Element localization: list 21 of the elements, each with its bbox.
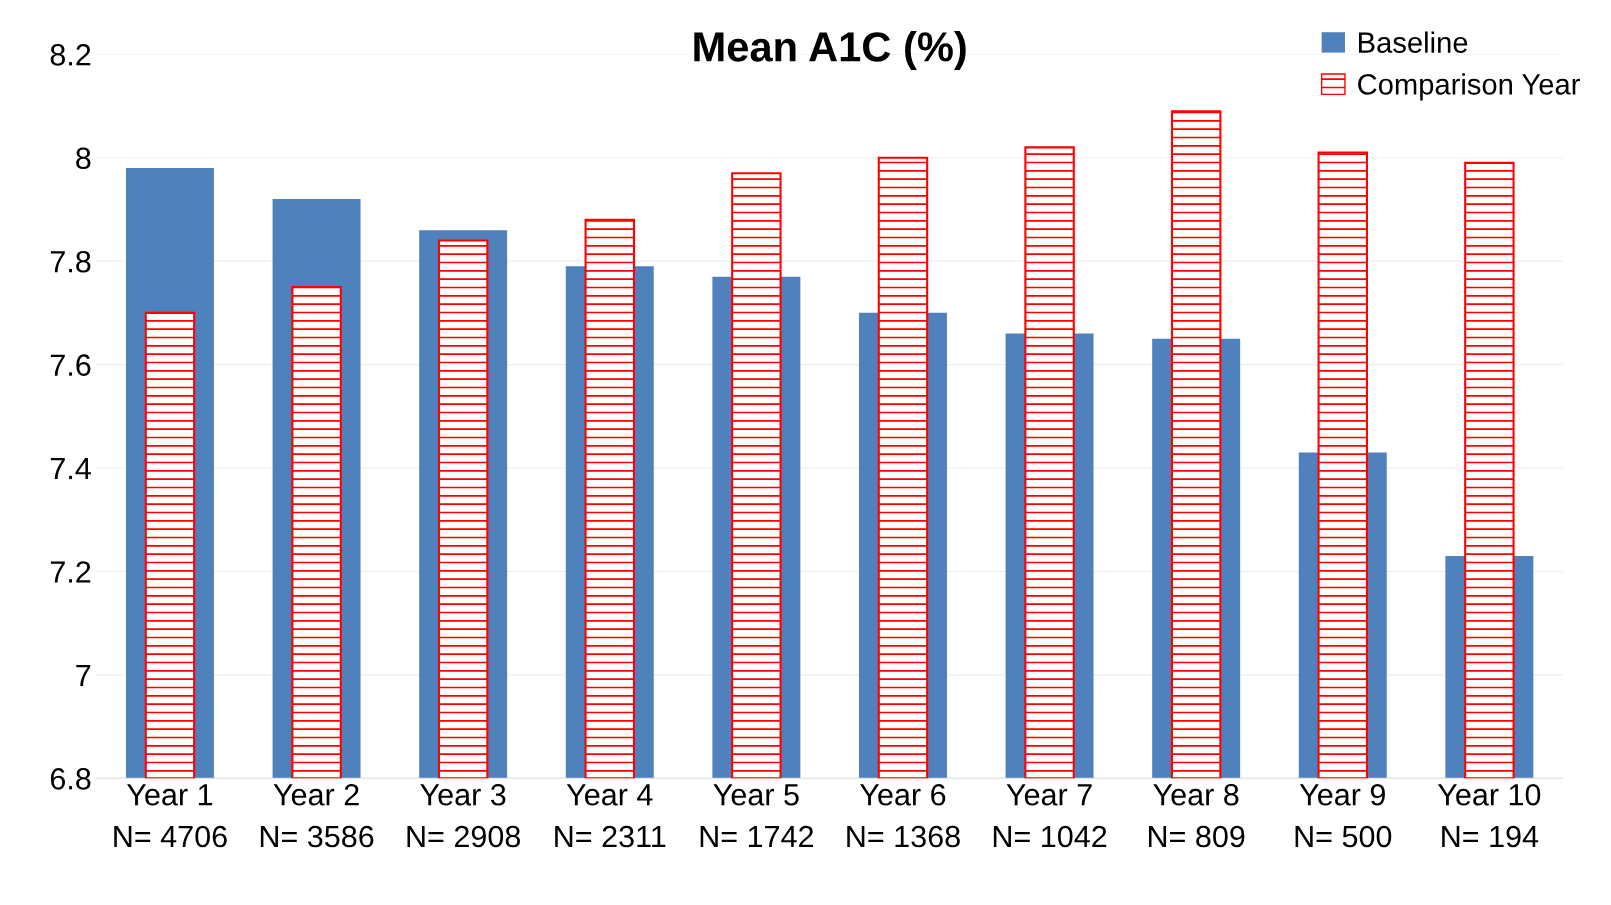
x-tick-label: Year 6 N= 1368 xyxy=(847,783,960,848)
y-tick-label: 8.2 xyxy=(50,44,91,66)
x-tick-label: Year 4 N= 2311 xyxy=(555,784,666,848)
x-tick-label: Year 3 N= 2908 xyxy=(407,783,521,848)
x-tick-label: Year 7 N= 1042 xyxy=(993,784,1107,848)
x-tick-label: Year 10 N= 194 xyxy=(1437,783,1541,848)
chart-title: Mean A1C (%) xyxy=(694,31,966,70)
x-tick-label: Year 9 N= 500 xyxy=(1295,783,1392,848)
legend-label: Comparison Year xyxy=(1358,73,1580,101)
x-tick-label: Year 5 N= 1742 xyxy=(700,784,814,848)
x-tick-label: Year 1 N= 4706 xyxy=(114,784,227,848)
y-tick-label: 7.4 xyxy=(50,458,91,480)
x-tick-label: Year 2 N= 3586 xyxy=(260,783,374,848)
y-tick-label: 7 xyxy=(76,664,91,686)
legend-label: Baseline xyxy=(1359,31,1468,53)
y-tick-label: 7.8 xyxy=(50,250,91,273)
y-tick-label: 7.6 xyxy=(50,354,91,376)
y-tick-label: 6.8 xyxy=(50,768,91,790)
y-tick-label: 8 xyxy=(76,147,91,170)
y-tick-label: 7.2 xyxy=(50,561,91,583)
x-tick-label: Year 8 N= 809 xyxy=(1148,783,1245,848)
